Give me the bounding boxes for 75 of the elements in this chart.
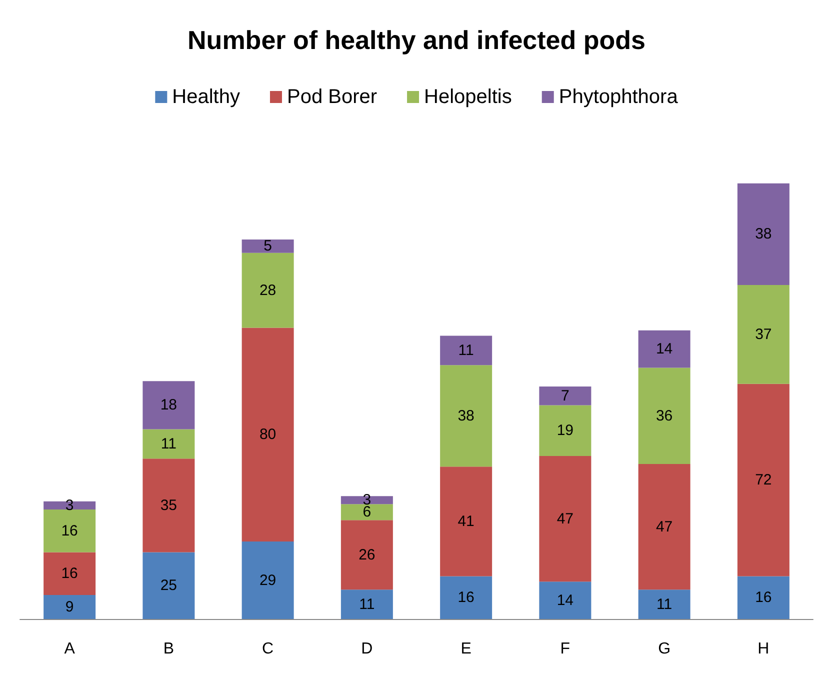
bar	[242, 328, 294, 542]
bar	[340, 496, 393, 504]
legend-label: Healthy	[172, 86, 240, 108]
data-label: 7	[561, 387, 570, 404]
x-tick-label: B	[163, 640, 174, 658]
bar	[44, 552, 96, 595]
bar	[44, 501, 96, 510]
bar	[340, 520, 393, 590]
data-label: 16	[755, 589, 772, 606]
bar	[44, 594, 96, 619]
x-tick-label: E	[460, 640, 472, 658]
bar	[242, 542, 294, 619]
bar	[142, 429, 195, 459]
data-label: 11	[160, 435, 176, 452]
bar	[440, 466, 492, 576]
bar	[142, 552, 195, 619]
data-label: 36	[656, 407, 673, 424]
x-tick-label: C	[262, 640, 274, 658]
bar	[737, 284, 790, 384]
data-label: 14	[556, 592, 574, 609]
bar	[440, 365, 492, 467]
bar	[44, 509, 96, 552]
chart-title: Number of healthy and infected pods	[188, 25, 646, 55]
bar	[737, 576, 790, 619]
legend-label: Helopeltis	[424, 86, 512, 108]
bar	[737, 183, 790, 285]
data-label: 37	[755, 326, 772, 343]
bar	[340, 504, 393, 520]
bar	[440, 576, 492, 619]
data-label: 16	[61, 522, 78, 540]
data-label: 11	[359, 596, 375, 613]
bar	[242, 252, 294, 328]
bar	[142, 381, 195, 430]
bar	[638, 330, 690, 368]
bar	[242, 240, 294, 253]
data-label: 14	[656, 340, 673, 358]
data-label: 5	[264, 238, 272, 255]
bar	[638, 368, 690, 464]
data-label: 11	[458, 342, 474, 359]
data-label: 72	[755, 472, 772, 489]
data-label: 9	[65, 598, 74, 616]
data-label: 19	[556, 422, 574, 440]
x-tick-label: G	[658, 640, 671, 658]
data-label: 41	[458, 512, 474, 530]
legend-label: Pod Borer	[286, 86, 378, 108]
x-tick-label: F	[560, 640, 570, 658]
data-label: 38	[755, 226, 772, 243]
data-label: 3	[65, 496, 74, 514]
bar	[737, 384, 790, 576]
bar	[142, 458, 195, 552]
x-tick-label: A	[64, 640, 76, 658]
data-label: 35	[160, 496, 178, 514]
data-label: 25	[160, 577, 178, 594]
data-label: 16	[61, 565, 78, 582]
bar	[340, 590, 393, 619]
data-label: 28	[259, 282, 276, 299]
data-label: 26	[358, 546, 376, 564]
data-label: 11	[656, 596, 672, 613]
data-label: 16	[458, 589, 474, 606]
bar	[539, 582, 592, 619]
x-tick-label: D	[361, 640, 373, 658]
bar	[539, 456, 592, 582]
bar	[638, 464, 690, 590]
legend-label: Phytophthora	[558, 86, 679, 108]
bar	[440, 336, 492, 366]
bar	[539, 405, 592, 456]
data-label: 47	[656, 518, 673, 536]
data-label: 18	[160, 396, 178, 414]
x-tick-label: H	[758, 640, 770, 658]
bar	[539, 386, 592, 406]
data-label: 38	[458, 407, 474, 424]
bar	[638, 590, 690, 619]
data-label: 47	[556, 510, 574, 528]
data-label: 80	[259, 426, 276, 444]
data-label: 29	[259, 572, 276, 589]
